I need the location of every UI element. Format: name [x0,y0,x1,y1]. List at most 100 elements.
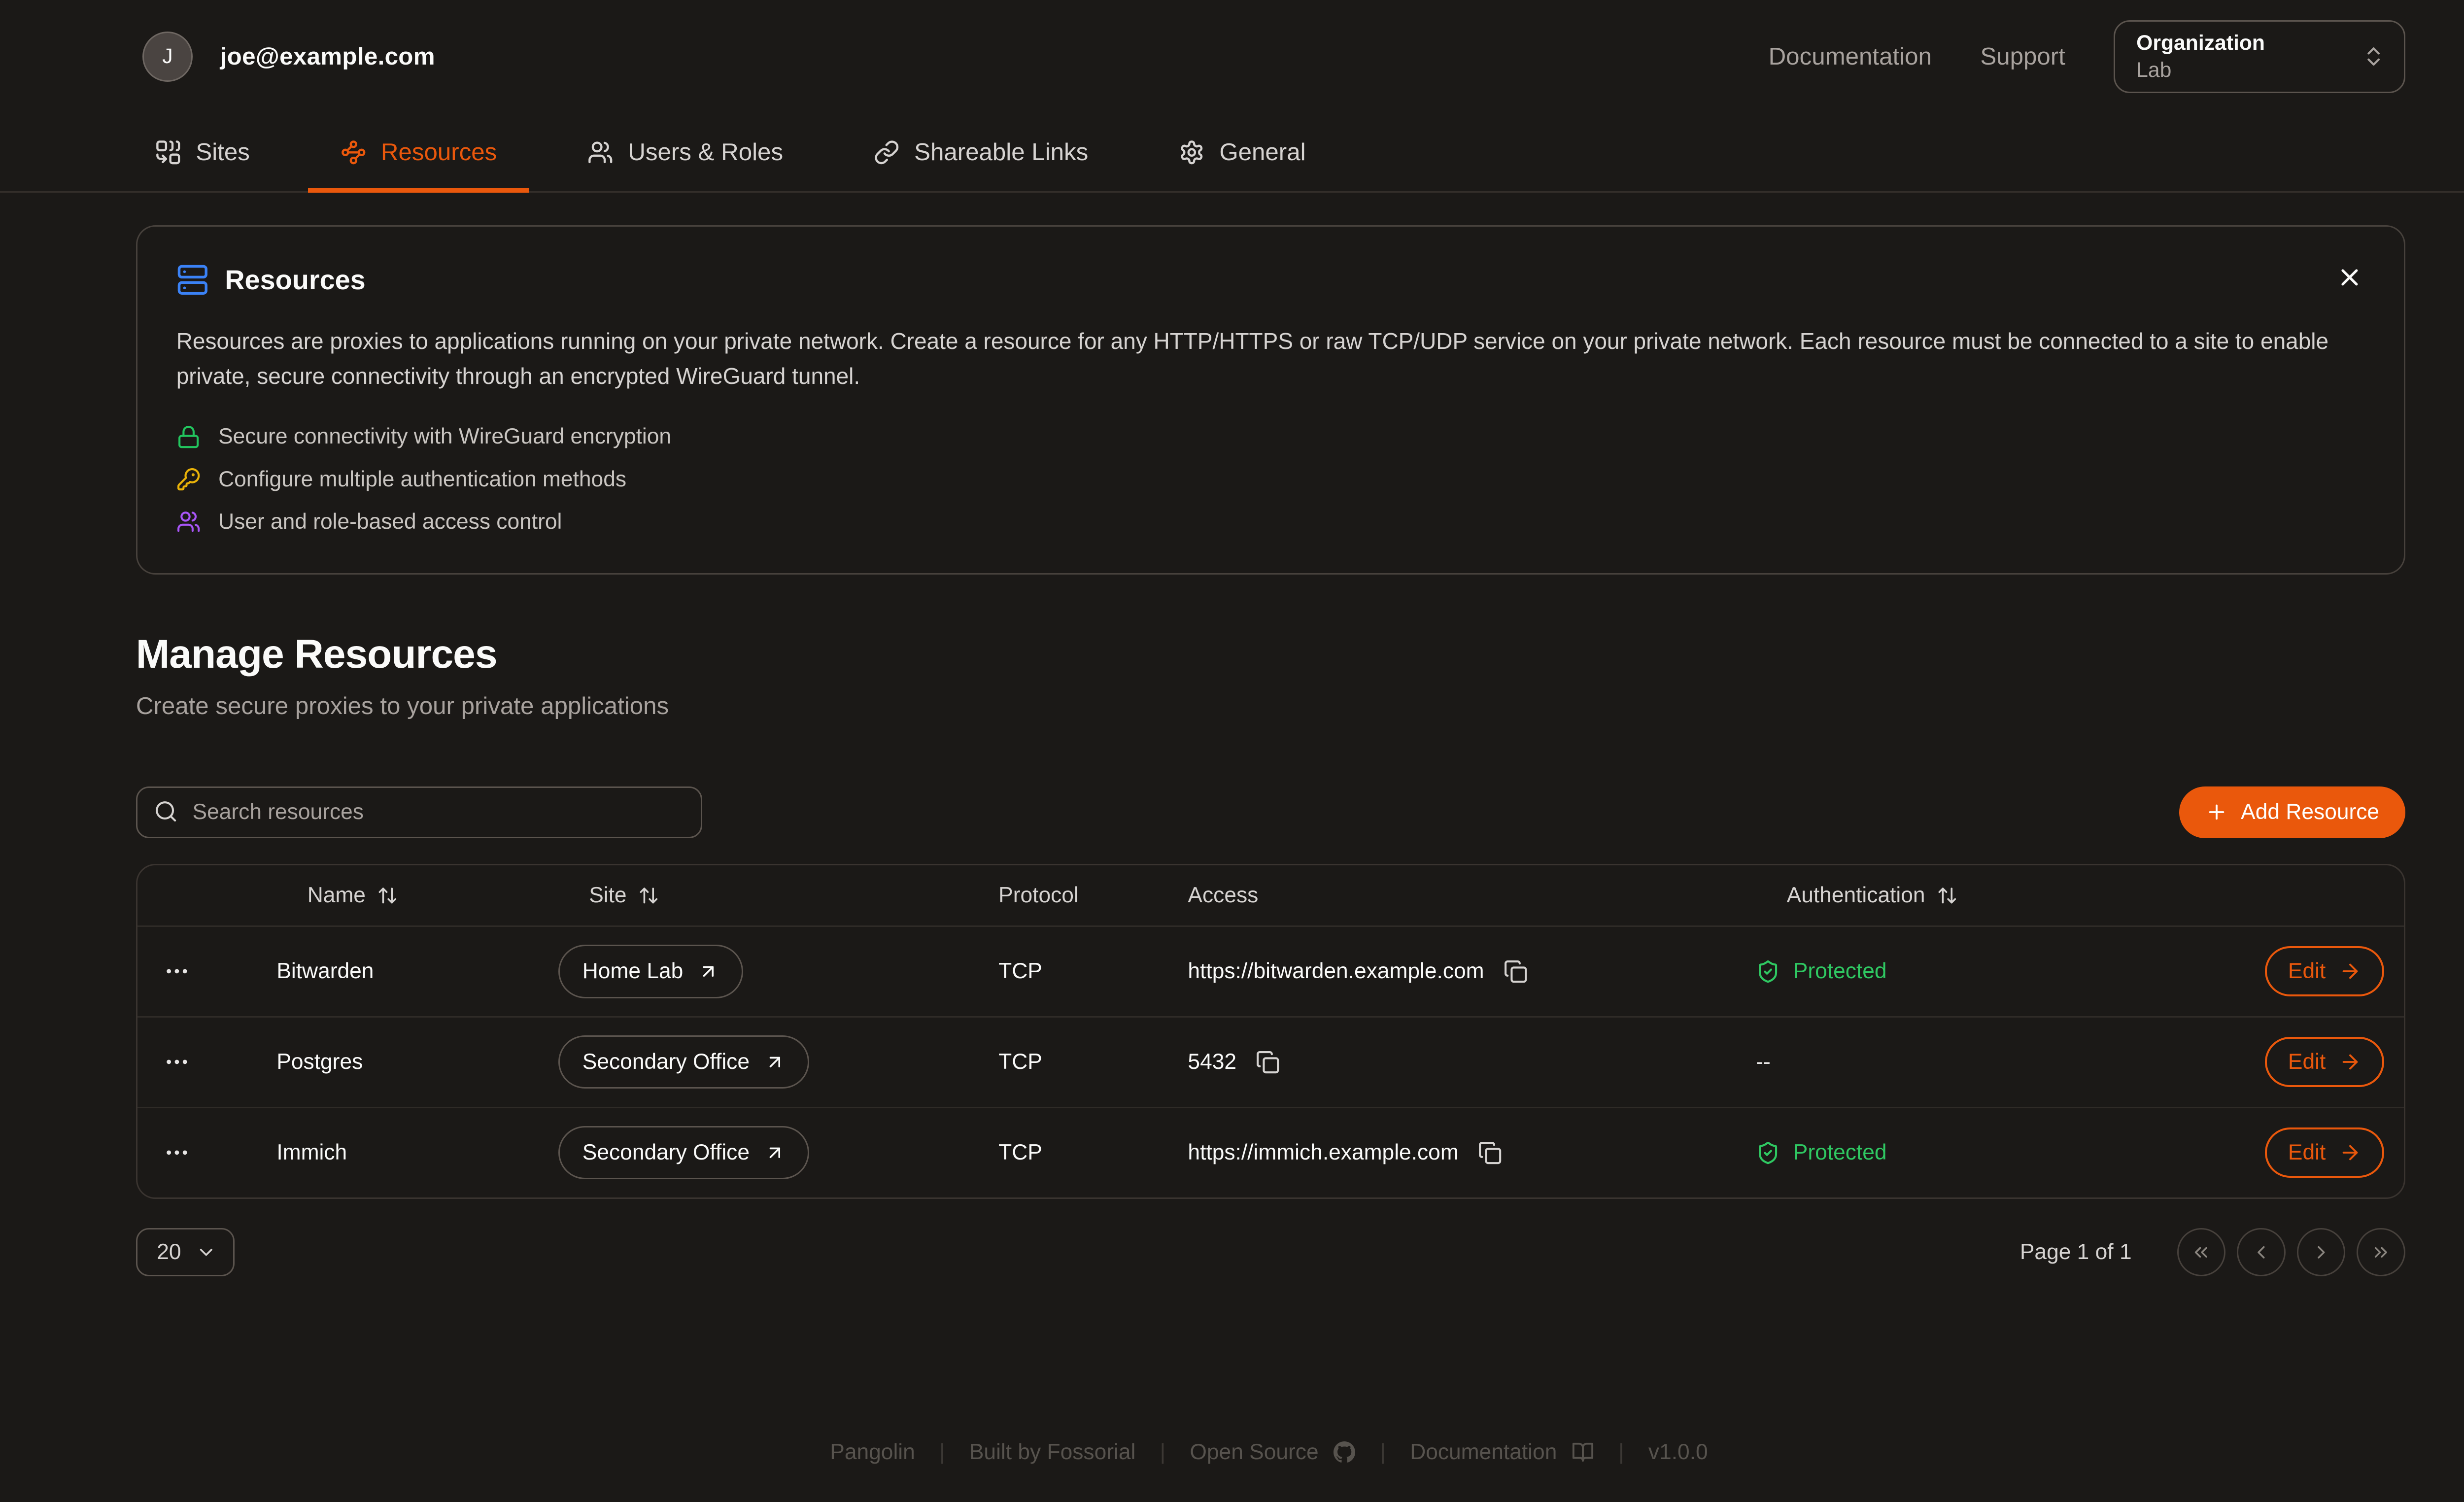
page-nav: Page 1 of 1 [2020,1228,2405,1277]
last-page-button[interactable] [2357,1228,2405,1277]
chevron-down-icon [200,1248,212,1256]
tab-users-roles[interactable]: Users & Roles [555,113,816,191]
arrow-right-icon [2342,1054,2358,1070]
edit-resource-button[interactable]: Edit [2265,1127,2385,1178]
footer-brand: Pangolin [830,1440,915,1465]
copy-button[interactable] [1476,1139,1504,1166]
ellipsis-icon [167,1059,188,1064]
resource-protocol: TCP [998,1050,1042,1074]
page-size-value: 20 [157,1240,181,1264]
page-size-select[interactable]: 20 [136,1228,235,1277]
sort-icon [640,888,657,904]
tab-resources[interactable]: Resources [308,113,529,193]
resource-name: Immich [276,1140,347,1165]
key-icon [177,468,200,491]
resource-protocol: TCP [998,959,1042,984]
first-page-button[interactable] [2177,1228,2226,1277]
feature-item: Configure multiple authentication method… [176,467,2365,492]
org-selector-text: Organization Lab [2136,31,2349,83]
footer: Pangolin | Built by Fossorial | Open Sou… [830,1440,1708,1465]
tab-general[interactable]: General [1147,113,1338,191]
column-header-authentication[interactable]: Authentication [1756,883,2261,908]
arrow-right-icon [2342,1145,2358,1161]
feature-item: Secure connectivity with WireGuard encry… [176,424,2365,449]
add-resource-label: Add Resource [2241,800,2380,824]
org-selector-value: Lab [2136,58,2172,82]
row-menu-button[interactable] [159,1043,196,1081]
copy-icon [1479,1141,1502,1164]
site-link-button[interactable]: Home Lab [558,945,743,998]
top-bar: J joe@example.com Documentation Support … [0,0,2464,113]
page-subtitle: Create secure proxies to your private ap… [136,692,669,720]
column-header-protocol: Protocol [998,883,1079,908]
close-info-card-button[interactable] [2332,260,2366,294]
user-email: joe@example.com [220,43,435,70]
resource-name: Bitwarden [276,959,374,984]
search-icon [156,801,176,822]
pagination-bar: 20 Page 1 of 1 [136,1228,2405,1277]
arrow-up-right-icon [703,966,714,977]
site-name: Secondary Office [582,1050,750,1074]
chevrons-up-down-icon [2367,47,2380,66]
add-resource-button[interactable]: Add Resource [2179,786,2405,838]
users-icon [588,141,613,163]
page-indicator: Page 1 of 1 [2019,1240,2132,1264]
page-title: Manage Resources [136,631,498,677]
tab-bar: Sites Resources Users & Roles Shareable … [0,113,2464,193]
site-name: Secondary Office [582,1140,750,1165]
tab-sites[interactable]: Sites [123,113,282,191]
edit-resource-button[interactable]: Edit [2265,1037,2385,1088]
column-header-site[interactable]: Site [558,883,998,908]
link-icon [875,140,899,164]
resource-protocol: TCP [998,1140,1042,1165]
footer-open-source-link[interactable]: Open Source [1190,1440,1356,1465]
row-menu-button[interactable] [159,953,196,990]
row-menu-button[interactable] [159,1134,196,1171]
main-content: Resources Resources are proxies to appli… [0,193,2464,1440]
table-row: Postgres Secondary Office TCP 5432 -- Ed… [137,1016,2404,1107]
edit-resource-button[interactable]: Edit [2265,946,2385,997]
feature-list: Secure connectivity with WireGuard encry… [176,424,2365,534]
tab-label: Users & Roles [628,138,784,166]
copy-icon [1505,960,1527,983]
feature-item: User and role-based access control [176,510,2365,534]
plus-icon [2209,804,2224,820]
resources-table: Name Site Protocol Access Authentication [136,864,2405,1199]
auth-status-protected: Protected [1756,1140,2261,1165]
next-page-button[interactable] [2296,1228,2346,1277]
avatar[interactable]: J [142,32,193,82]
chevron-left-icon [2258,1246,2265,1259]
auth-status-none: -- [1756,1050,1771,1074]
tab-label: Resources [380,138,497,166]
topbar-right: Documentation Support Organization Lab [1769,20,2405,93]
server-icon [177,265,207,295]
copy-button[interactable] [1254,1048,1282,1076]
resources-info-card: Resources Resources are proxies to appli… [136,225,2405,575]
copy-button[interactable] [1502,957,1530,985]
resource-access-url: https://immich.example.com [1188,1140,1459,1165]
documentation-link[interactable]: Documentation [1768,43,1932,70]
close-icon [2341,269,2358,286]
waypoints-icon [342,140,366,164]
tab-label: Sites [196,138,250,166]
previous-page-button[interactable] [2237,1228,2286,1277]
combine-icon [156,140,180,164]
users-icon [177,512,200,532]
tab-shareable-links[interactable]: Shareable Links [841,113,1121,191]
sort-icon [1938,888,1956,904]
org-selector[interactable]: Organization Lab [2114,20,2405,93]
resource-name: Postgres [276,1050,363,1074]
table-header-row: Name Site Protocol Access Authentication [137,865,2404,925]
support-link[interactable]: Support [1980,43,2065,70]
site-link-button[interactable]: Secondary Office [558,1126,810,1180]
table-row: Immich Secondary Office TCP https://immi… [137,1106,2404,1197]
column-header-name[interactable]: Name [276,883,558,908]
site-link-button[interactable]: Secondary Office [558,1035,810,1089]
arrow-right-icon [2342,963,2358,979]
github-icon [1334,1441,1356,1463]
search-input[interactable] [136,786,703,838]
footer-version: v1.0.0 [1648,1440,1708,1465]
sort-icon [378,888,397,904]
toolbar: Add Resource [136,786,2405,838]
footer-documentation-link[interactable]: Documentation [1410,1440,1594,1465]
